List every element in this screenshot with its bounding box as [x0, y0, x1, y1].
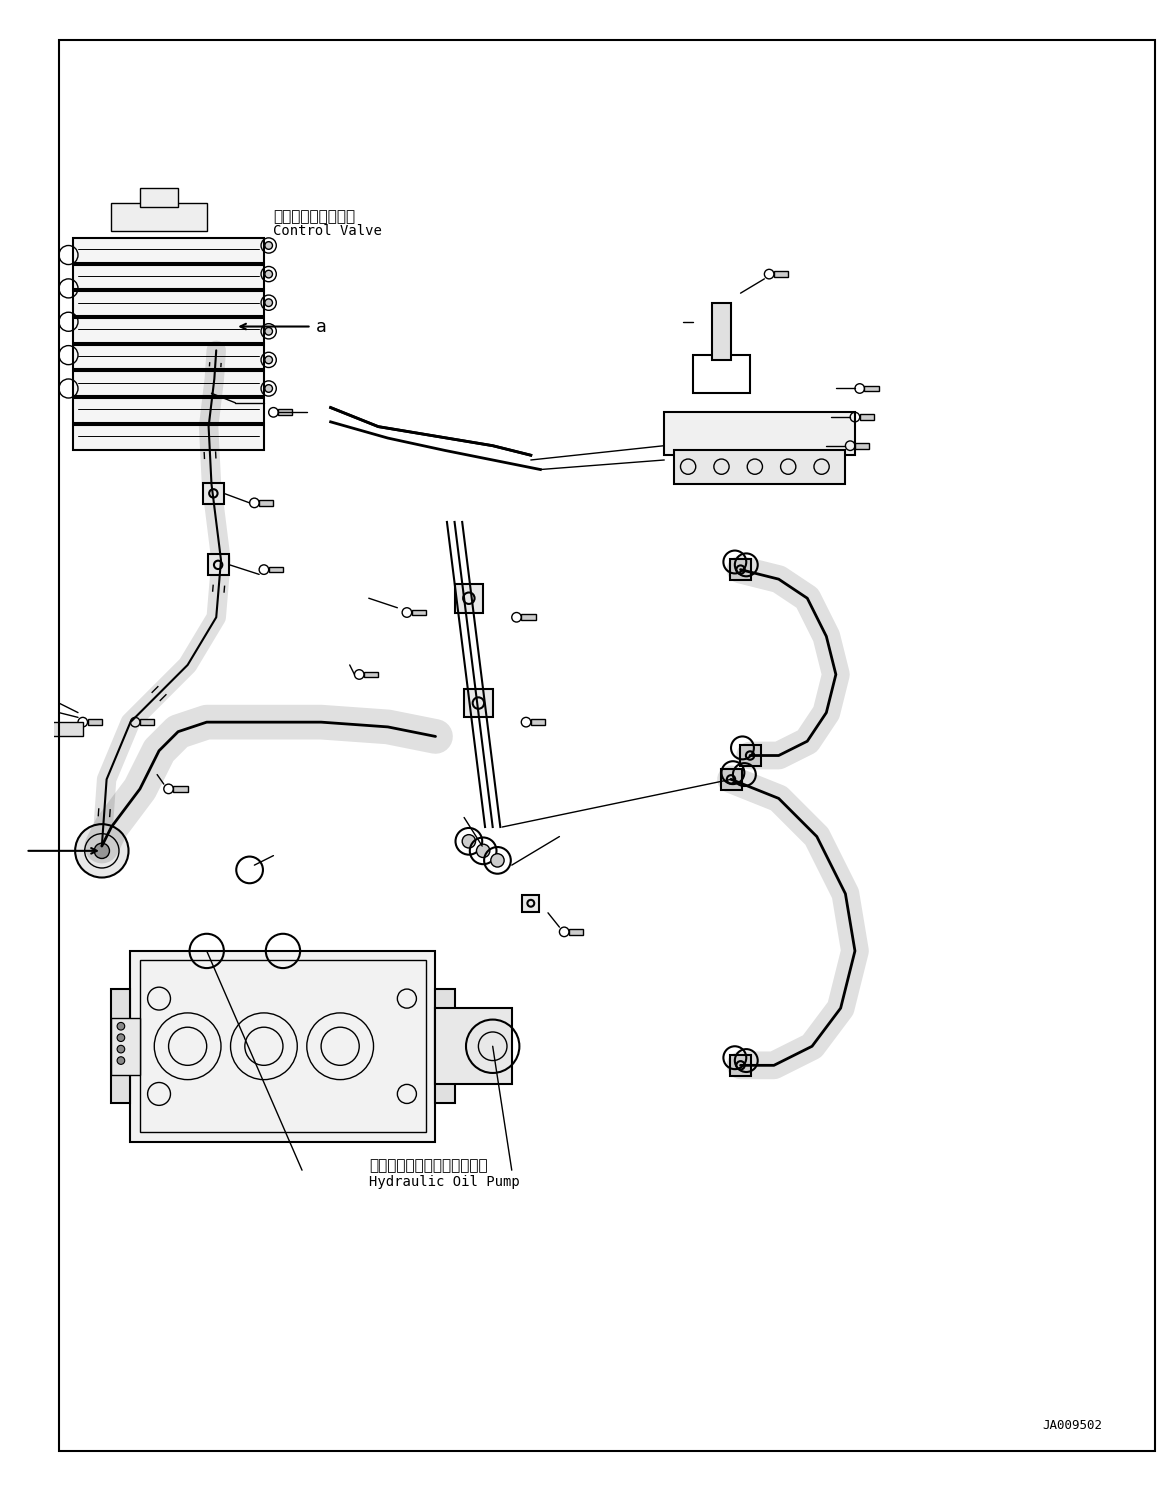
Bar [73, 291, 264, 316]
Bar [435, 989, 455, 1103]
Bar [140, 188, 179, 207]
Bar [259, 499, 274, 505]
Bar [521, 614, 536, 620]
Bar [73, 371, 264, 397]
Bar [412, 610, 426, 616]
Circle shape [117, 1057, 125, 1065]
Circle shape [264, 298, 273, 307]
Circle shape [75, 825, 129, 878]
Text: a: a [317, 318, 327, 335]
Bar [774, 271, 788, 277]
Bar [855, 443, 869, 449]
Bar [730, 1054, 751, 1077]
Bar [73, 264, 264, 289]
Bar [674, 450, 846, 483]
Circle shape [264, 356, 273, 364]
Bar [522, 895, 539, 912]
Bar [73, 318, 264, 343]
Bar [269, 567, 283, 573]
Circle shape [477, 844, 490, 857]
Circle shape [462, 835, 476, 848]
Bar [665, 413, 855, 455]
Text: JA009502: JA009502 [1043, 1419, 1103, 1433]
Circle shape [117, 1023, 125, 1030]
Circle shape [264, 328, 273, 335]
Circle shape [491, 854, 505, 868]
Bar [712, 303, 731, 359]
Bar [140, 719, 154, 725]
Bar [50, 722, 82, 737]
Bar [464, 689, 493, 717]
Text: Hydraulic Oil Pump: Hydraulic Oil Pump [369, 1175, 520, 1188]
Bar [740, 746, 761, 766]
Text: コントロールバルブ: コントロールバルブ [274, 209, 356, 225]
Bar [435, 1008, 512, 1084]
Bar [278, 410, 292, 414]
Bar [455, 584, 484, 613]
Bar [73, 425, 264, 449]
Bar [568, 929, 583, 935]
Bar [130, 951, 435, 1142]
Bar [111, 203, 206, 231]
Bar [860, 414, 873, 420]
Circle shape [94, 844, 109, 859]
Circle shape [117, 1033, 125, 1042]
Bar [203, 483, 224, 504]
Bar [730, 559, 751, 580]
Bar [111, 1018, 140, 1075]
Bar [693, 355, 751, 394]
Bar [173, 786, 188, 792]
Bar [208, 555, 229, 576]
Bar [140, 960, 426, 1132]
Bar [531, 719, 545, 725]
Circle shape [264, 385, 273, 392]
Bar [73, 239, 264, 262]
Text: ハイドロリックオイルポンプ: ハイドロリックオイルポンプ [369, 1159, 487, 1173]
Circle shape [264, 242, 273, 249]
Bar [111, 989, 130, 1103]
Bar [87, 719, 102, 725]
Bar [864, 386, 879, 391]
Bar [73, 398, 264, 423]
Bar [73, 344, 264, 370]
Bar [720, 769, 741, 790]
Bar [364, 671, 378, 677]
Circle shape [264, 270, 273, 277]
Circle shape [117, 1045, 125, 1053]
Text: Control Valve: Control Valve [274, 224, 383, 239]
